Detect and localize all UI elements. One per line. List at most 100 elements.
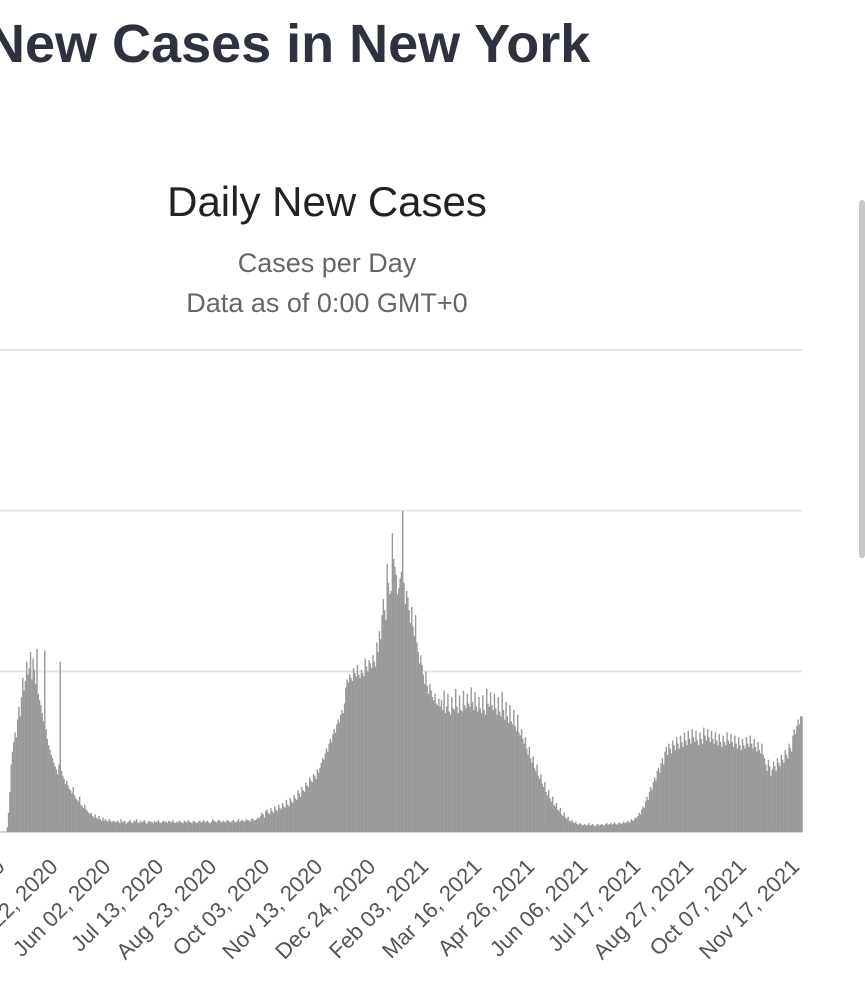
bar: [330, 742, 333, 832]
bar: [544, 782, 546, 832]
bar: [244, 820, 246, 832]
bar: [478, 697, 480, 832]
bar: [10, 764, 12, 832]
bar: [567, 816, 569, 832]
bar: [359, 677, 361, 832]
bar: [380, 639, 382, 832]
bar: [433, 700, 435, 832]
bar: [719, 742, 722, 832]
bar: [579, 823, 581, 832]
bar: [538, 778, 541, 832]
bar: [35, 684, 37, 832]
bar: [700, 738, 702, 832]
bar: [461, 711, 463, 832]
bar: [590, 824, 593, 832]
bar: [482, 695, 484, 832]
bar: [253, 820, 255, 832]
bar: [41, 713, 43, 832]
bar: [498, 711, 501, 832]
bar: [18, 706, 20, 832]
bar: [38, 700, 41, 832]
bar: [799, 716, 802, 832]
bar: [372, 655, 374, 832]
bar: [542, 787, 545, 832]
bar: [90, 812, 92, 832]
bar: [155, 822, 157, 832]
bar: [370, 668, 373, 832]
bar: [563, 812, 565, 832]
bar: [595, 824, 598, 832]
bar: [625, 822, 627, 832]
bar: [522, 738, 524, 832]
bar: [793, 729, 795, 832]
bar: [526, 748, 528, 832]
bar: [259, 815, 262, 832]
bar: [22, 677, 24, 832]
bar: [611, 824, 613, 832]
bar: [122, 821, 125, 832]
bar: [753, 738, 755, 832]
bar: [150, 822, 152, 832]
bar: [257, 817, 259, 832]
bar: [29, 652, 32, 832]
bar: [659, 772, 661, 832]
bar: [396, 594, 399, 832]
bar: [718, 733, 721, 832]
bar: [550, 801, 553, 832]
bar: [436, 705, 439, 832]
bar: [124, 820, 126, 832]
bar: [739, 745, 741, 832]
bar: [638, 812, 640, 832]
bar: [518, 732, 520, 832]
bar: [24, 680, 27, 832]
bar: [47, 745, 50, 832]
bar: [717, 745, 719, 832]
bar: [241, 819, 244, 832]
bar: [429, 684, 431, 832]
bar: [205, 821, 208, 832]
bar: [184, 821, 187, 832]
bar: [582, 824, 585, 832]
bar: [140, 822, 143, 832]
bar: [312, 774, 315, 832]
bar: [647, 799, 649, 832]
bar: [358, 674, 360, 832]
bar: [175, 821, 178, 832]
bar: [524, 737, 527, 832]
bar: [797, 719, 799, 832]
bar: [531, 762, 533, 832]
bar: [656, 770, 658, 832]
bar: [699, 732, 701, 832]
bar: [750, 743, 753, 832]
bar: [53, 762, 55, 832]
bar: [466, 693, 469, 832]
bar: [541, 783, 543, 832]
bar: [586, 824, 589, 832]
bar: [78, 796, 81, 832]
bar: [398, 587, 400, 832]
bar: [204, 822, 206, 832]
bar: [771, 769, 773, 832]
bar: [694, 742, 696, 832]
bar: [725, 745, 727, 832]
bar: [697, 745, 700, 832]
bar: [266, 809, 268, 832]
bar: [420, 655, 422, 832]
bar: [615, 823, 617, 832]
bar: [726, 732, 728, 832]
bar: [613, 822, 616, 832]
bar: [221, 822, 223, 832]
bar: [148, 820, 151, 832]
bar: [535, 770, 537, 832]
bar: [691, 729, 693, 832]
bar: [246, 819, 249, 832]
bar: [404, 603, 407, 832]
bar: [355, 676, 357, 832]
bar: [776, 758, 779, 832]
bar: [555, 803, 558, 832]
bar: [422, 674, 425, 832]
bar: [368, 660, 370, 832]
bar: [190, 822, 192, 832]
bar: [271, 811, 273, 832]
